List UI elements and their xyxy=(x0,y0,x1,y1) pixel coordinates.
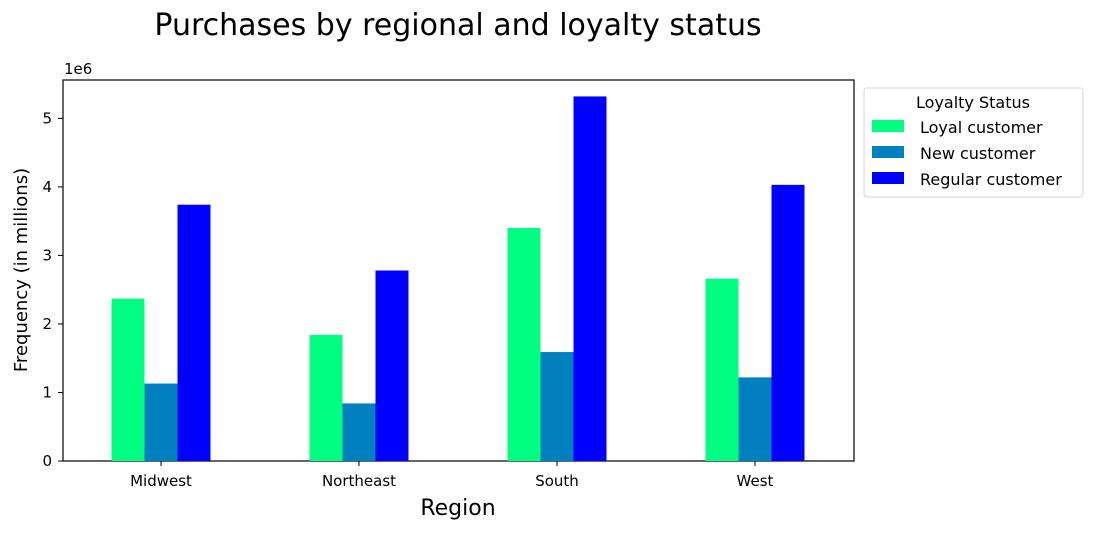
y-axis-label: Frequency (in millions) xyxy=(11,168,32,372)
legend-label: New customer xyxy=(920,144,1036,163)
bar-northeast-new-customer xyxy=(342,403,376,461)
legend-label: Regular customer xyxy=(920,170,1062,189)
legend-frame xyxy=(863,87,1084,198)
legend-swatch-new-customer xyxy=(872,146,904,158)
y-tick-label: 5 xyxy=(42,109,52,127)
bar-south-regular-customer xyxy=(573,96,607,461)
bar-west-new-customer xyxy=(738,377,772,461)
bar-west-loyal-customer xyxy=(705,278,739,461)
bar-west-regular-customer xyxy=(771,184,805,462)
x-tick-label: Northeast xyxy=(322,472,396,490)
legend-swatch-loyal-customer xyxy=(872,120,904,132)
x-tick-label: Midwest xyxy=(130,472,192,490)
bar-northeast-regular-customer xyxy=(375,270,409,461)
bar-midwest-regular-customer xyxy=(177,204,211,461)
x-tick-label: West xyxy=(737,472,774,490)
y-tick-label: 1 xyxy=(42,383,52,401)
legend-label: Loyal customer xyxy=(920,118,1043,137)
y-tick-label: 2 xyxy=(42,315,52,333)
bar-south-loyal-customer xyxy=(507,228,541,461)
y-tick-label: 3 xyxy=(42,246,52,264)
legend-title: Loyalty Status xyxy=(916,93,1030,112)
y-tick-label: 4 xyxy=(42,178,52,196)
bar-midwest-new-customer xyxy=(144,383,178,461)
y-tick-label: 0 xyxy=(42,452,52,470)
y-axis-offset-label: 1e6 xyxy=(64,60,92,78)
legend-swatch-regular-customer xyxy=(872,172,904,184)
plot-frame xyxy=(62,79,855,462)
plot-area: 0 1 2 3 4 5 Midwest Northeast South West xyxy=(42,79,855,490)
bar-northeast-loyal-customer xyxy=(309,334,343,461)
bar-south-new-customer xyxy=(540,352,574,461)
x-axis-label: Region xyxy=(420,496,495,521)
legend: Loyalty Status Loyal customer New custome… xyxy=(863,87,1084,198)
bar-midwest-loyal-customer xyxy=(111,298,145,461)
chart-title: Purchases by regional and loyalty status xyxy=(154,8,761,43)
x-tick-label: South xyxy=(535,472,579,490)
